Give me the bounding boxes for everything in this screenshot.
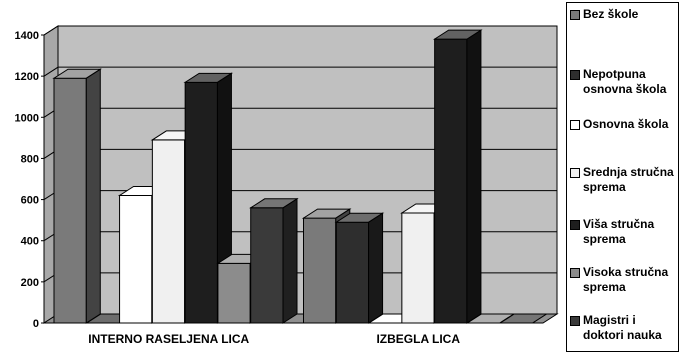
bar-top: [249, 198, 299, 209]
legend-label: Srednja stručna sprema: [583, 165, 674, 194]
legend-swatch: [570, 220, 580, 230]
bar-front: [303, 217, 337, 324]
y-tick-label: 1200: [15, 71, 39, 83]
bar-side: [282, 197, 298, 324]
bar: [249, 197, 299, 324]
bar-side: [85, 68, 101, 324]
bar-top: [183, 72, 234, 83]
bar-top: [334, 212, 385, 223]
y-tick-label: 800: [21, 153, 39, 165]
bar-front: [217, 262, 251, 324]
legend-swatch: [570, 10, 580, 20]
legend: Bez škole Nepotpuna osnovna škola Osnovna …: [566, 2, 679, 352]
bar-front: [151, 139, 186, 324]
bars: [52, 29, 549, 324]
category-labels: INTERNO RASELJENA LICA IZBEGLA LICA: [88, 332, 460, 346]
legend-label: Magistri i doktori nauka: [583, 313, 662, 342]
legend-label: Nepotpuna osnovna škola: [583, 67, 667, 96]
category-label: INTERNO RASELJENA LICA: [88, 332, 249, 346]
bar: [432, 29, 483, 324]
bar-side: [466, 29, 482, 324]
y-tick-label: 200: [21, 277, 39, 289]
legend-swatch: [570, 316, 580, 326]
bar-top: [432, 29, 483, 40]
bar-front: [401, 212, 435, 324]
bar-front: [53, 77, 87, 324]
legend-swatch: [570, 268, 580, 278]
bar: [52, 68, 102, 324]
bar-side: [368, 212, 384, 324]
y-tick-label: 1400: [15, 30, 39, 42]
bar-top: [301, 208, 352, 219]
legend-label: Osnovna škola: [583, 117, 669, 131]
legend-label: Bez škole: [583, 7, 639, 21]
y-tick-labels: 0 200 400 600 800 1000 1200 1400: [15, 30, 44, 330]
bar: [183, 72, 234, 324]
y-tick-label: 600: [21, 195, 39, 207]
y-tick-label: 400: [21, 236, 39, 248]
bar-top: [52, 68, 102, 79]
axes: [43, 35, 543, 324]
legend-swatch: [570, 120, 580, 130]
legend-label: Viša stručna sprema: [583, 217, 655, 246]
bar-front: [250, 207, 284, 324]
bar: [334, 212, 385, 324]
bar-front: [119, 194, 153, 324]
bar-front: [184, 81, 218, 324]
bar-front: [434, 38, 468, 324]
legend-label: Visoka stručna sprema: [583, 265, 669, 294]
bar-front: [335, 221, 370, 324]
category-label: IZBEGLA LICA: [376, 332, 460, 346]
y-tick-label: 0: [33, 318, 39, 330]
legend-swatch: [570, 70, 580, 80]
gridline: [43, 66, 557, 77]
y-tick-label: 1000: [15, 112, 39, 124]
legend-swatch: [570, 168, 580, 178]
gridline: [43, 25, 557, 36]
bar: [498, 313, 549, 324]
